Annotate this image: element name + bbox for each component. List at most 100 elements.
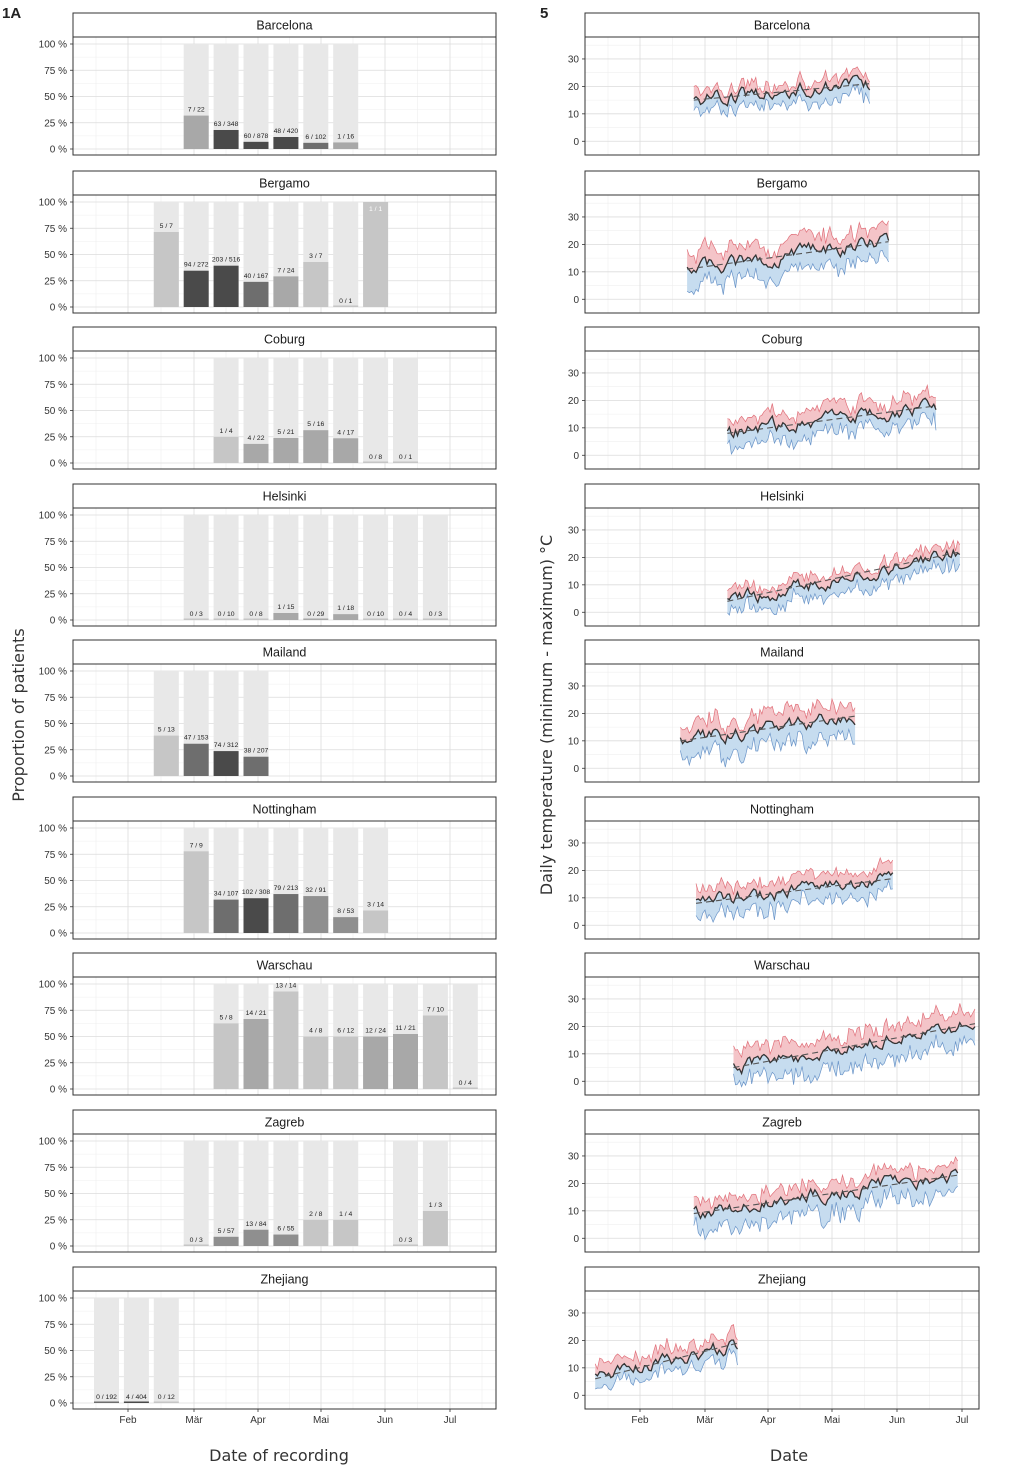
temperature-trend-line [595, 1342, 738, 1380]
bar-panel-zagreb: Zagreb 100 % 75 % 50 % 25 % 0 % 0 / 3 5 / 57 13 … [39, 1109, 497, 1253]
min-temperature-band [693, 75, 870, 117]
plot-frame [72, 1133, 497, 1253]
bar-coburg-9 [363, 461, 389, 463]
min-temperature-line [679, 728, 856, 768]
bar-helsinki-10 [393, 618, 418, 620]
bar-data-label: 1 / 1 [369, 206, 382, 213]
bar-data-label: 13 / 84 [246, 1221, 267, 1228]
y-tick-label: 100 % [39, 980, 67, 991]
bar-helsinki-6 [273, 613, 299, 620]
facet-strip-label: Coburg [762, 333, 803, 347]
y-tick-label: 10 [568, 423, 580, 434]
y-tick-label: 0 % [50, 616, 67, 627]
bar-data-label: 13 / 14 [276, 983, 297, 990]
proportion-bar-charts: Barcelona 100 % 75 % 50 % 25 % 0 % 7 / 22 63 / … [39, 12, 497, 1426]
y-tick-label: 100 % [39, 1294, 67, 1305]
bar-data-label: 0 / 29 [307, 611, 324, 618]
max-temperature-line [695, 856, 894, 895]
temp-panel-mailand: Mailand 30 20 10 0 [568, 639, 980, 783]
y-tick-label: 0 [573, 451, 579, 462]
bar-zagreb-4 [213, 1236, 239, 1246]
bar-data-label: 32 / 91 [305, 887, 326, 894]
bar-nottingham-3 [183, 851, 209, 933]
x-tick-label: Mär [185, 1415, 203, 1426]
y-tick-label: 20 [568, 866, 580, 877]
bar-data-label: 3 / 14 [367, 902, 384, 909]
bar-data-label: 0 / 4 [459, 1080, 472, 1087]
bar-warschau-7 [303, 1036, 329, 1089]
plot-frame [72, 350, 497, 470]
bar-background [333, 828, 359, 933]
y-tick-label: 75 % [44, 850, 67, 861]
facet-strip-label: Zagreb [265, 1116, 305, 1130]
bar-background [273, 515, 299, 620]
bar-background [94, 1298, 119, 1403]
bar-data-label: 7 / 24 [277, 267, 294, 274]
bar-data-label: 0 / 10 [367, 611, 384, 618]
y-tick-label: 20 [568, 553, 580, 564]
bar-background [452, 984, 478, 1089]
bar-data-label: 0 / 12 [158, 1394, 175, 1401]
bar-background [303, 44, 329, 149]
min-temperature-band [687, 233, 889, 295]
bar-background [123, 1298, 149, 1403]
bar-background [363, 358, 389, 463]
min-temperature-line [595, 1347, 738, 1391]
bar-nottingham-6 [273, 894, 299, 933]
plot-frame [72, 507, 497, 627]
y-tick-label: 50 % [44, 1032, 67, 1043]
bar-data-label: 102 / 308 [242, 889, 271, 896]
x-tick-label: Jul [444, 1415, 457, 1426]
bar-background [333, 202, 359, 307]
bar-data-label: 5 / 16 [307, 421, 324, 428]
bar-background [422, 515, 448, 620]
x-tick-label: Mai [313, 1415, 329, 1426]
bar-bergamo-9 [363, 202, 389, 307]
bar-zagreb-3 [183, 1244, 209, 1246]
bar-data-label: 38 / 207 [244, 748, 269, 755]
bar-barcelona-7 [303, 142, 329, 149]
plot-frame [584, 194, 980, 314]
y-tick-label: 100 % [39, 1137, 67, 1148]
y-tick-label: 0 [573, 1234, 579, 1245]
y-tick-label: 75 % [44, 693, 67, 704]
y-tick-label: 20 [568, 1179, 580, 1190]
plot-frame [584, 1133, 980, 1253]
min-temperature-line [727, 411, 937, 456]
bar-barcelona-5 [243, 141, 269, 149]
facet-strip-label: Coburg [264, 333, 305, 347]
bar-background [213, 1141, 239, 1246]
bar-bergamo-4 [213, 265, 239, 307]
mean-temperature-line [686, 232, 890, 275]
temperature-trend-line [733, 1023, 976, 1069]
mean-temperature-line [693, 1168, 959, 1220]
facet-strip-label: Bergamo [259, 177, 310, 191]
plot-frame [72, 976, 497, 1096]
facet-strip [72, 170, 497, 196]
x-tick-label: Mär [696, 1415, 714, 1426]
plot-frame [584, 350, 980, 470]
facet-strip [584, 170, 980, 196]
facet-strip [72, 483, 497, 509]
mean-temperature-line [695, 870, 894, 904]
bar-data-label: 0 / 1 [399, 454, 412, 461]
y-tick-label: 20 [568, 1336, 580, 1347]
plot-frame [584, 976, 980, 1096]
bar-data-label: 12 / 24 [365, 1028, 386, 1035]
y-tick-label: 10 [568, 267, 580, 278]
facet-strip [584, 1109, 980, 1135]
bar-background [393, 358, 418, 463]
mean-temperature-line [594, 1339, 739, 1379]
y-tick-label: 20 [568, 709, 580, 720]
facet-strip [72, 796, 497, 822]
temp-panel-helsinki: Helsinki 30 20 10 0 [568, 483, 980, 627]
y-tick-label: 75 % [44, 380, 67, 391]
bar-background [243, 44, 269, 149]
bar-background [243, 515, 269, 620]
mean-temperature-line [727, 548, 961, 605]
plot-frame [584, 507, 980, 627]
x-tick-label: Feb [119, 1415, 137, 1426]
facet-strip [584, 326, 980, 352]
max-temperature-band [727, 385, 936, 438]
temp-panel-bergamo: Bergamo 30 20 10 0 [568, 170, 980, 314]
